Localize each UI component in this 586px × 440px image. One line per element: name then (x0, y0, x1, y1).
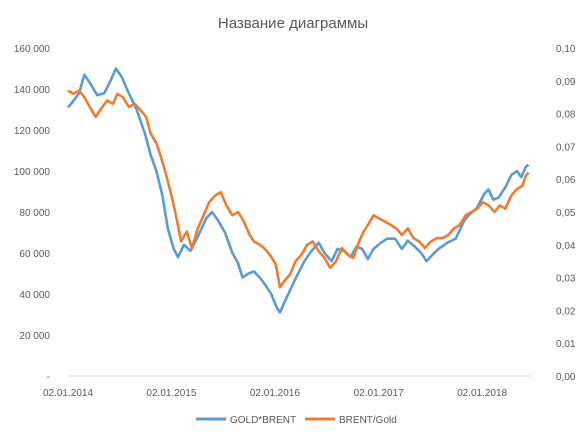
x-tick-label: 02.01.2017 (354, 388, 404, 399)
y-right-tick-label: 0,01 (556, 339, 576, 350)
x-tick-label: 02.01.2015 (146, 388, 196, 399)
y-right-tick-label: 0,03 (556, 274, 576, 285)
x-axis: 02.01.2014 02.01.2015 02.01.2016 02.01.2017… (43, 375, 530, 399)
y-left-tick-label: 100 000 (14, 167, 51, 178)
series-line-brent-gold (67, 89, 530, 289)
x-tick-label: 02.01.2014 (43, 388, 93, 399)
x-tick-label: 02.01.2018 (457, 388, 507, 399)
legend-label-brent-gold[interactable]: BRENT/Gold (339, 415, 397, 426)
y-right-tick-label: 0,08 (556, 110, 576, 121)
chart-title: Название диаграммы (218, 15, 368, 32)
y-left-tick-label: - (47, 372, 50, 383)
plot-area (67, 67, 530, 314)
y-axis-left: - 20 000 40 000 60 000 80 000 100 000 120 000 1… (14, 44, 51, 383)
y-left-tick-label: 60 000 (19, 249, 50, 260)
y-left-tick-label: 20 000 (19, 331, 50, 342)
y-right-tick-label: 0,05 (556, 208, 576, 219)
y-axis-right: 0,00 0,01 0,02 0,03 0,04 0,05 0,06 0,07 0,08 0,09… (556, 44, 576, 383)
y-left-tick-label: 140 000 (14, 85, 51, 96)
legend[interactable]: GOLD*BRENT BRENT/Gold (196, 415, 397, 426)
y-right-tick-label: 0,04 (556, 241, 576, 252)
y-left-tick-label: 120 000 (14, 126, 51, 137)
x-tick-label: 02.01.2016 (250, 388, 300, 399)
y-left-tick-label: 80 000 (19, 208, 50, 219)
y-right-tick-label: 0,10 (556, 44, 576, 55)
y-right-tick-label: 0,06 (556, 175, 576, 186)
y-left-tick-label: 40 000 (19, 290, 50, 301)
y-right-tick-label: 0,07 (556, 142, 576, 153)
y-right-tick-label: 0,00 (556, 372, 576, 383)
legend-label-gold-brent[interactable]: GOLD*BRENT (230, 415, 296, 426)
y-right-tick-label: 0,02 (556, 306, 576, 317)
y-left-tick-label: 160 000 (14, 44, 51, 55)
series-line-gold-brent (67, 67, 530, 314)
y-right-tick-label: 0,09 (556, 77, 576, 88)
